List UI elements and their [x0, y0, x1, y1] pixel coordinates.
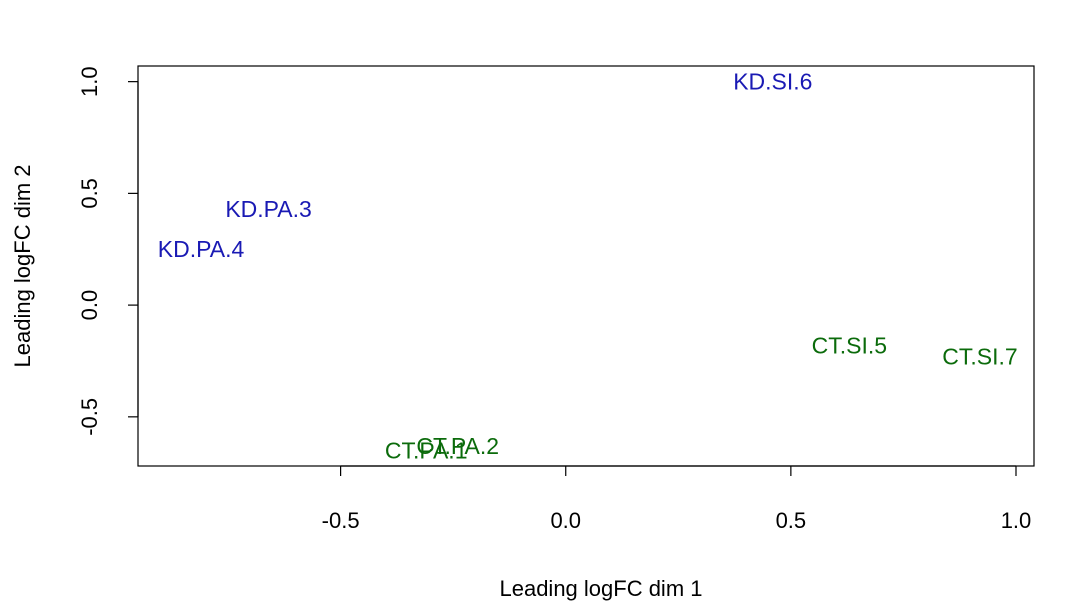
y-axis: -0.5 0.0 0.5 1.0: [77, 66, 139, 436]
point-label: CT.PA.2: [416, 433, 499, 459]
x-tick-label: 0.0: [550, 508, 581, 533]
point-label: KD.PA.3: [225, 196, 312, 222]
y-tick-label: -0.5: [77, 398, 102, 436]
y-tick-label: 1.0: [77, 66, 102, 97]
point-label: CT.PA.1: [385, 437, 468, 463]
x-tick-label: 1.0: [1001, 508, 1032, 533]
y-tick-label: 0.0: [77, 290, 102, 321]
x-tick-label: -0.5: [322, 508, 360, 533]
point-label: KD.SI.6: [733, 69, 812, 95]
point-labels: KD.SI.6 KD.PA.3 KD.PA.4 CT.SI.5 CT.SI.7 CT.PA…: [158, 69, 1018, 464]
y-tick-label: 0.5: [77, 178, 102, 209]
point-label: CT.SI.7: [942, 344, 1017, 370]
x-axis-label: Leading logFC dim 1: [499, 576, 702, 601]
point-label: KD.PA.4: [158, 236, 245, 262]
point-label: CT.SI.5: [812, 332, 887, 358]
x-axis: -0.5 0.0 0.5 1.0: [322, 465, 1032, 533]
y-axis-label: Leading logFC dim 2: [10, 164, 35, 367]
x-tick-label: 0.5: [776, 508, 807, 533]
